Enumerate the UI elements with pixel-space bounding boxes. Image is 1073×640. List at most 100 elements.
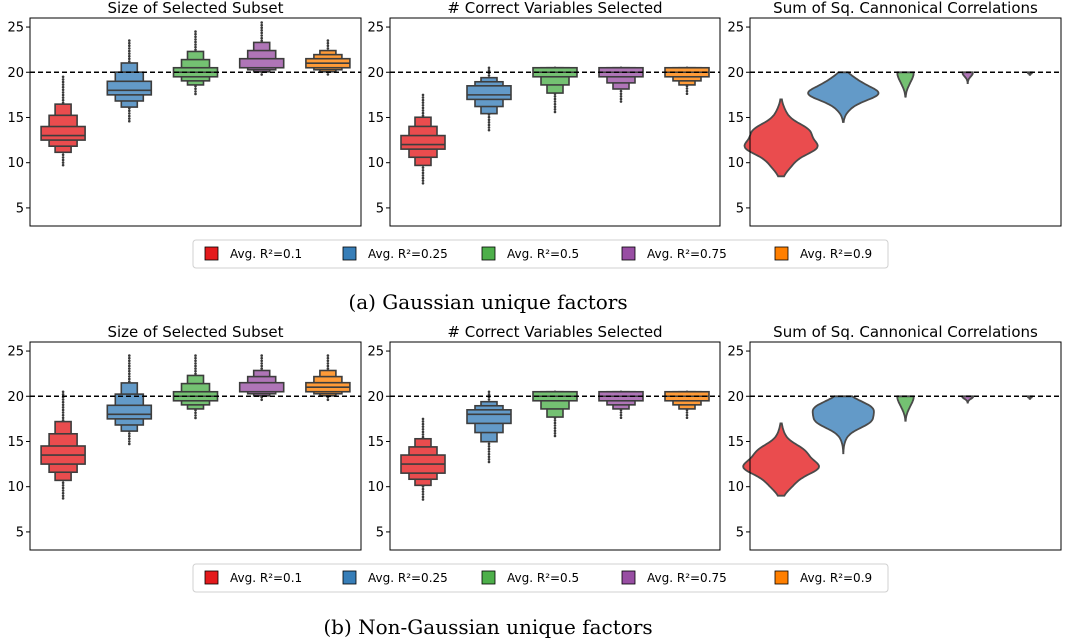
panel-title: Size of Selected Subset: [107, 0, 283, 17]
panel-title: # Correct Variables Selected: [447, 0, 662, 17]
outlier-point: [619, 92, 623, 96]
outlier-point: [619, 89, 623, 93]
outlier-point: [260, 23, 264, 27]
y-tick-label: 10: [367, 156, 384, 171]
outlier-point: [326, 398, 330, 402]
outlier-point: [61, 158, 65, 162]
outlier-point: [619, 95, 623, 98]
outlier-point: [128, 367, 131, 370]
outlier-point: [487, 458, 491, 461]
outlier-point: [421, 417, 425, 421]
outlier-point: [421, 109, 425, 112]
box-level: [466, 409, 512, 425]
outlier-point: [194, 45, 197, 49]
outlier-point: [326, 41, 330, 45]
outlier-point: [194, 92, 197, 96]
y-tick-label: 5: [376, 201, 384, 216]
outlier-point: [194, 414, 197, 417]
violin-body: [807, 71, 880, 123]
legend-1: Avg. R²=0.1 Avg. R²=0.25 Avg. R²=0.5 Avg. R…: [192, 239, 889, 269]
outlier-point: [421, 166, 425, 169]
outlier-point: [260, 354, 264, 357]
outlier-point: [128, 112, 131, 115]
outlier-point: [61, 486, 65, 490]
outlier-point: [487, 123, 491, 127]
outlier-point: [128, 52, 131, 55]
outlier-point: [487, 442, 491, 446]
y-tick-label: 20: [367, 390, 384, 405]
outlier-point: [128, 434, 131, 438]
panel-title: Size of Selected Subset: [107, 323, 283, 341]
series-3: [532, 66, 578, 114]
outlier-point: [128, 109, 131, 113]
outlier-point: [487, 118, 491, 122]
legend-swatch: [774, 570, 789, 585]
outlier-point: [421, 171, 425, 175]
outlier-point: [619, 97, 623, 101]
legend-swatch: [204, 246, 219, 261]
outlier-point: [128, 364, 131, 368]
outlier-point: [487, 452, 491, 456]
outlier-point: [487, 390, 491, 394]
legend-label: Avg. R²=0.75: [647, 571, 727, 585]
outlier-point: [421, 422, 425, 426]
outlier-point: [421, 495, 425, 499]
legend-swatch: [621, 570, 636, 585]
outlier-point: [61, 161, 65, 164]
outlier-point: [260, 73, 264, 76]
outlier-point: [487, 447, 491, 451]
y-tick-label: 25: [7, 21, 24, 36]
panel-title: Sum of Sq. Cannonical Correlations: [773, 323, 1038, 341]
outlier-point: [61, 153, 65, 157]
outlier-point: [128, 44, 131, 48]
legend-2: Avg. R²=0.1 Avg. R²=0.25 Avg. R²=0.5 Avg. R…: [192, 563, 889, 593]
panel-title: # Correct Variables Selected: [447, 323, 662, 341]
outlier-point: [421, 427, 425, 431]
caption-non-gaussian: (b) Non-Gaussian unique factors: [323, 615, 652, 639]
violin-body: [742, 422, 820, 497]
legend-swatch: [342, 246, 357, 261]
outlier-point: [421, 93, 425, 97]
outlier-point: [421, 98, 425, 102]
legend-label: Avg. R²=0.5: [507, 571, 579, 585]
outlier-point: [260, 367, 264, 370]
outlier-point: [128, 356, 131, 360]
outlier-point: [61, 491, 65, 495]
outlier-point: [61, 80, 65, 84]
legend-swatch: [481, 246, 496, 261]
y-tick-label: 5: [16, 201, 24, 216]
outlier-point: [128, 57, 131, 61]
outlier-point: [260, 26, 264, 30]
legend-label: Avg. R²=0.5: [507, 247, 579, 261]
series-2: [466, 66, 512, 132]
series-2: [106, 354, 153, 446]
panel-4: # Correct Variables Selected 5 10 15 20 25: [367, 323, 721, 551]
outlier-point: [421, 174, 425, 177]
outlier-point: [194, 354, 197, 357]
outlier-point: [326, 359, 330, 363]
outlier-point: [61, 91, 65, 94]
legend-label: Avg. R²=0.1: [230, 571, 302, 585]
series-3: [896, 71, 915, 98]
outlier-point: [487, 445, 491, 448]
outlier-point: [194, 369, 197, 373]
outlier-point: [61, 484, 65, 487]
outlier-point: [421, 103, 425, 107]
outlier-point: [326, 362, 330, 365]
legends: Avg. R²=0.1 Avg. R²=0.25 Avg. R²=0.5 Avg. R…: [192, 239, 889, 593]
violin-body: [811, 395, 875, 455]
y-tick-label: 20: [727, 390, 744, 405]
y-tick-label: 25: [367, 21, 384, 36]
series-5: [664, 66, 710, 96]
box-level: [466, 85, 512, 101]
outlier-point: [421, 114, 425, 117]
legend-label: Avg. R²=0.25: [368, 571, 448, 585]
outlier-point: [61, 406, 65, 409]
outlier-point: [61, 497, 65, 500]
outlier-point: [421, 498, 425, 501]
legend-swatch: [481, 570, 496, 585]
series-1: [400, 417, 446, 501]
outlier-point: [553, 429, 557, 433]
outlier-point: [487, 393, 491, 396]
series-5: [305, 39, 351, 76]
